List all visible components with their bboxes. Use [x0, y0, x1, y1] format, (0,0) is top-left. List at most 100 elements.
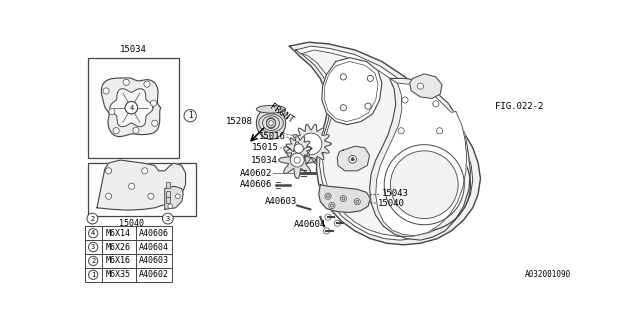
- Circle shape: [323, 228, 330, 234]
- Circle shape: [300, 133, 322, 155]
- Polygon shape: [291, 124, 331, 164]
- Circle shape: [125, 101, 138, 114]
- Circle shape: [141, 168, 148, 174]
- Circle shape: [340, 105, 346, 111]
- Circle shape: [356, 200, 359, 203]
- Bar: [84, 226, 172, 240]
- Circle shape: [325, 193, 331, 199]
- Polygon shape: [301, 50, 468, 236]
- Circle shape: [325, 214, 331, 220]
- Circle shape: [365, 103, 371, 109]
- Circle shape: [340, 74, 346, 80]
- Polygon shape: [410, 74, 442, 99]
- Circle shape: [390, 151, 458, 219]
- Polygon shape: [319, 185, 371, 212]
- Circle shape: [148, 193, 154, 199]
- Polygon shape: [337, 146, 369, 171]
- Circle shape: [367, 75, 373, 82]
- Text: 15034: 15034: [251, 156, 278, 164]
- Text: 1: 1: [91, 272, 95, 278]
- Text: A40604: A40604: [139, 243, 169, 252]
- Bar: [166, 191, 170, 197]
- Ellipse shape: [257, 107, 285, 139]
- Text: A032001090: A032001090: [525, 270, 572, 279]
- Polygon shape: [164, 186, 183, 209]
- Circle shape: [123, 79, 129, 85]
- Polygon shape: [279, 141, 316, 179]
- Text: 15034: 15034: [120, 45, 147, 54]
- Circle shape: [378, 139, 470, 231]
- Text: A40606: A40606: [239, 180, 272, 189]
- Text: 4: 4: [91, 230, 95, 236]
- Polygon shape: [322, 58, 382, 124]
- Text: FIG.022-2: FIG.022-2: [495, 102, 543, 111]
- Text: A40604: A40604: [293, 220, 326, 229]
- Polygon shape: [376, 83, 467, 236]
- Circle shape: [294, 157, 300, 163]
- Polygon shape: [369, 78, 470, 240]
- Text: 3: 3: [166, 216, 170, 221]
- Bar: [166, 197, 170, 203]
- Circle shape: [144, 81, 150, 87]
- Text: 15016: 15016: [259, 132, 285, 141]
- Circle shape: [128, 105, 134, 111]
- Text: A40602: A40602: [240, 169, 273, 178]
- Bar: [84, 268, 172, 282]
- Circle shape: [342, 197, 345, 200]
- Text: 15043: 15043: [382, 189, 409, 198]
- Circle shape: [351, 158, 354, 161]
- Text: M6X16: M6X16: [106, 256, 131, 265]
- Circle shape: [402, 97, 408, 103]
- Circle shape: [113, 128, 119, 134]
- Circle shape: [340, 196, 346, 202]
- Circle shape: [168, 204, 172, 209]
- Circle shape: [125, 101, 138, 114]
- Text: 3: 3: [91, 244, 95, 250]
- Circle shape: [152, 120, 158, 126]
- Circle shape: [349, 156, 356, 163]
- Text: M6X35: M6X35: [106, 270, 131, 279]
- Text: A40603: A40603: [139, 256, 169, 265]
- Circle shape: [294, 144, 303, 153]
- Circle shape: [88, 228, 98, 238]
- Bar: [84, 254, 172, 268]
- Circle shape: [384, 145, 464, 225]
- Circle shape: [133, 127, 139, 133]
- Text: 15015: 15015: [252, 143, 279, 152]
- Circle shape: [417, 83, 424, 89]
- Circle shape: [184, 109, 196, 122]
- Circle shape: [88, 270, 98, 279]
- Bar: [88, 58, 179, 158]
- Circle shape: [334, 220, 340, 226]
- Polygon shape: [286, 136, 312, 162]
- Bar: [166, 182, 170, 188]
- Text: M6X26: M6X26: [106, 243, 131, 252]
- Circle shape: [175, 194, 180, 198]
- Circle shape: [88, 243, 98, 252]
- Circle shape: [354, 198, 360, 205]
- Circle shape: [150, 100, 157, 106]
- Text: 15208: 15208: [226, 117, 253, 126]
- Text: A40602: A40602: [139, 270, 169, 279]
- Circle shape: [87, 213, 98, 224]
- Circle shape: [109, 108, 115, 115]
- Circle shape: [326, 195, 330, 198]
- Circle shape: [436, 128, 443, 134]
- Text: A40603: A40603: [265, 197, 297, 206]
- Circle shape: [330, 204, 333, 207]
- Text: 4: 4: [129, 105, 134, 111]
- Circle shape: [88, 256, 98, 266]
- Text: 2: 2: [90, 216, 95, 221]
- Polygon shape: [97, 160, 186, 210]
- Circle shape: [163, 213, 173, 224]
- Ellipse shape: [257, 105, 285, 113]
- Circle shape: [129, 183, 135, 189]
- Circle shape: [103, 88, 109, 94]
- Circle shape: [106, 168, 111, 174]
- Polygon shape: [296, 46, 473, 240]
- Bar: [88, 163, 196, 215]
- Circle shape: [106, 193, 111, 199]
- Circle shape: [329, 203, 335, 209]
- Text: M6X14: M6X14: [106, 229, 131, 238]
- Text: 1: 1: [188, 111, 193, 120]
